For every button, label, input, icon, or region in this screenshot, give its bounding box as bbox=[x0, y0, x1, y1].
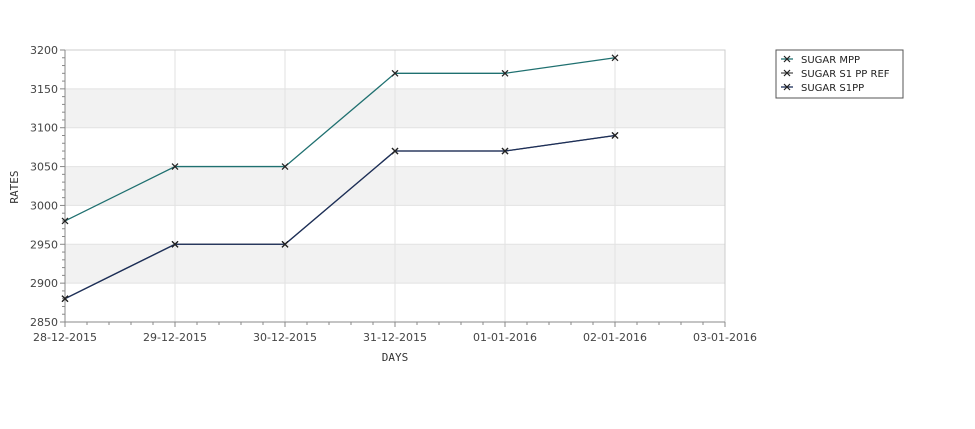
series-line bbox=[64, 57, 616, 222]
legend-marker bbox=[783, 69, 791, 77]
series-3 bbox=[61, 132, 619, 303]
x-tick-label: 01-01-2016 bbox=[473, 331, 537, 344]
x-tick-label: 02-01-2016 bbox=[583, 331, 647, 344]
legend-label: SUGAR S1PP bbox=[801, 83, 864, 94]
data-point bbox=[171, 163, 179, 170]
axes bbox=[60, 49, 726, 327]
x-tick-label: 29-12-2015 bbox=[143, 331, 207, 344]
y-axis-title: RATES bbox=[8, 170, 21, 203]
y-tick-label: 3100 bbox=[30, 122, 58, 135]
y-tick-label: 2850 bbox=[30, 316, 58, 329]
x-tick-label: 03-01-2016 bbox=[693, 331, 757, 344]
y-tick-label: 3050 bbox=[30, 161, 58, 174]
legend-label: SUGAR S1 PP REF bbox=[801, 69, 890, 80]
y-tick-label: 3200 bbox=[30, 44, 58, 57]
data-point bbox=[281, 240, 289, 248]
legend-marker bbox=[783, 55, 791, 63]
y-tick-label: 2900 bbox=[30, 277, 58, 290]
y-axis-tick-labels: 2850 2900 2950 3000 3050 3100 3150 3200 bbox=[30, 44, 58, 329]
data-point bbox=[61, 295, 69, 303]
series-line bbox=[64, 134, 616, 300]
y-tick-label: 3150 bbox=[30, 83, 58, 96]
legend-marker bbox=[783, 83, 791, 91]
y-tick-label: 2950 bbox=[30, 238, 58, 251]
data-point bbox=[281, 163, 289, 170]
data-point bbox=[611, 54, 619, 62]
legend-item: SUGAR S1 PP REF bbox=[781, 69, 890, 80]
series-1 bbox=[61, 54, 619, 225]
legend-item: SUGAR MPP bbox=[781, 55, 860, 66]
data-point bbox=[501, 147, 509, 155]
data-point bbox=[391, 69, 399, 77]
x-axis-title: DAYS bbox=[382, 351, 409, 364]
x-tick-label: 30-12-2015 bbox=[253, 331, 317, 344]
legend: SUGAR MPP SUGAR S1 PP REF SUGAR S1PP bbox=[775, 49, 904, 99]
legend-item: SUGAR S1PP bbox=[781, 83, 864, 94]
legend-box bbox=[775, 49, 904, 99]
data-point bbox=[611, 132, 619, 139]
x-tick-label: 28-12-2015 bbox=[33, 331, 97, 344]
y-tick-label: 3000 bbox=[30, 199, 58, 212]
data-point bbox=[61, 217, 69, 225]
x-tick-label: 31-12-2015 bbox=[363, 331, 427, 344]
series-lines bbox=[61, 54, 619, 303]
data-point bbox=[391, 147, 399, 155]
x-axis-tick-labels: 28-12-2015 29-12-2015 30-12-2015 31-12-2015… bbox=[33, 331, 757, 344]
data-point bbox=[501, 69, 509, 77]
data-point bbox=[171, 240, 179, 248]
legend-label: SUGAR MPP bbox=[801, 55, 860, 66]
